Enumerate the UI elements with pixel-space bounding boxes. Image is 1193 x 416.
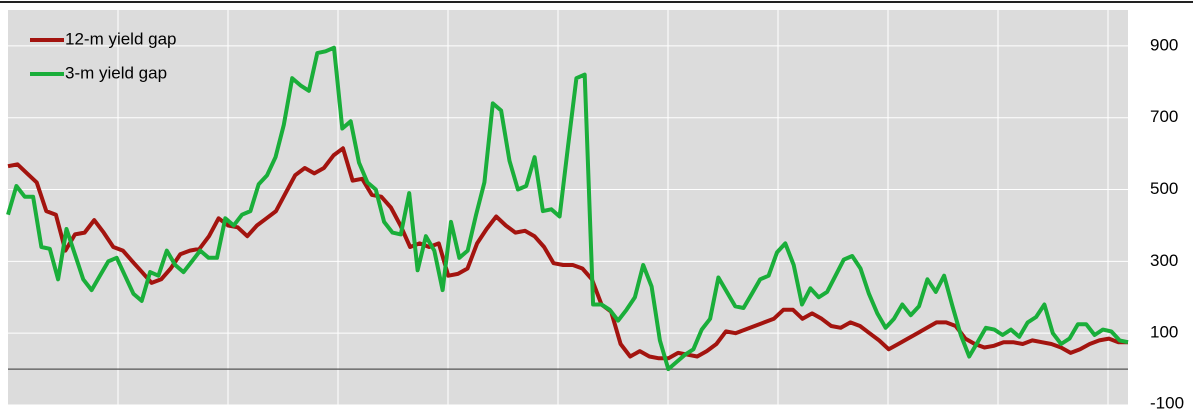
legend-label: 12-m yield gap — [65, 29, 177, 48]
y-tick-label: 700 — [1150, 107, 1178, 126]
legend-label: 3-m yield gap — [65, 63, 167, 82]
plot-area — [8, 10, 1128, 405]
y-tick-label: -100 — [1150, 393, 1184, 412]
y-tick-label: 500 — [1150, 179, 1178, 198]
series-line — [6, 45, 1129, 372]
y-tick-label: 900 — [1150, 35, 1178, 54]
lines — [6, 45, 1129, 372]
y-tick-label: 300 — [1150, 251, 1178, 270]
series-line — [7, 146, 1128, 361]
grid — [8, 10, 1128, 406]
y-tick-label: 100 — [1150, 323, 1178, 342]
y-axis: -100 100 300 500 700 900 — [1150, 35, 1184, 412]
legend: 12-m yield gap 3-m yield gap — [30, 29, 177, 82]
